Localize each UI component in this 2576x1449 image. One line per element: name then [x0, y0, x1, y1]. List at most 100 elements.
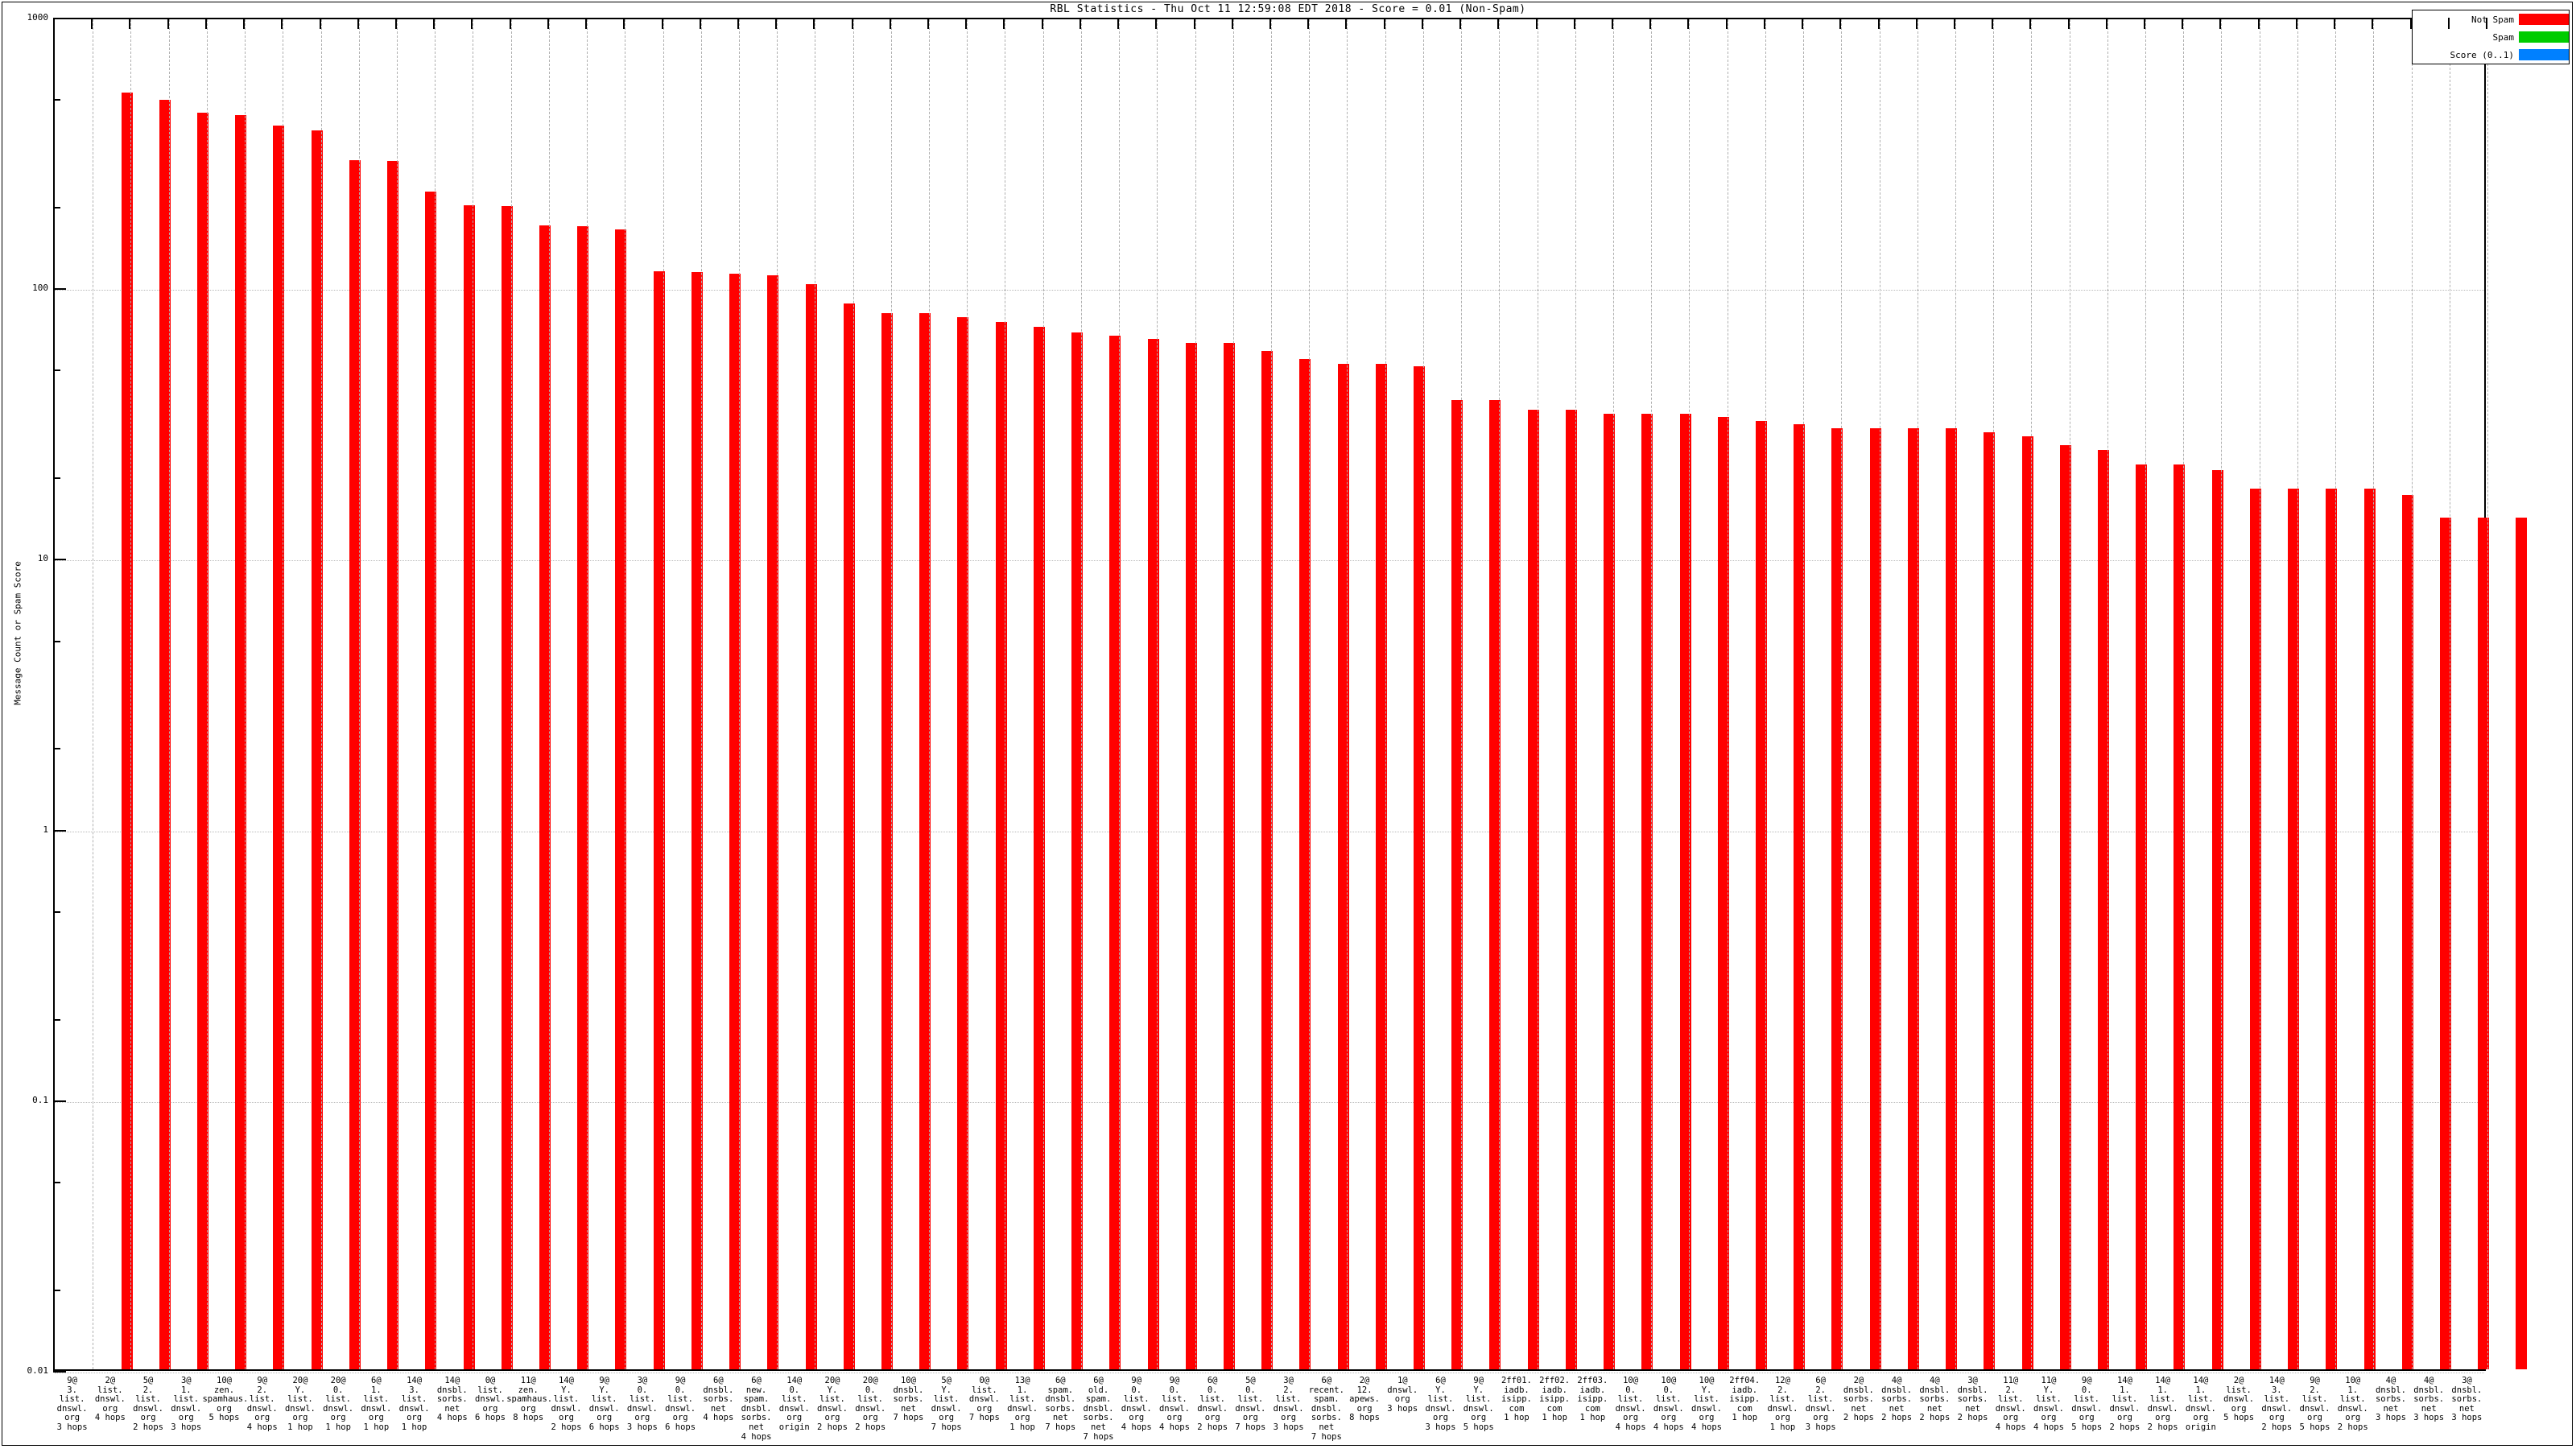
- bar[interactable]: [2363, 488, 2376, 1369]
- bar[interactable]: [273, 126, 285, 1369]
- bar[interactable]: [1489, 400, 1501, 1369]
- bar[interactable]: [1679, 413, 1691, 1369]
- x-gridline: [510, 19, 512, 1369]
- x-gridline: [2487, 19, 2488, 1369]
- bar[interactable]: [2211, 470, 2223, 1369]
- bar[interactable]: [1033, 327, 1045, 1369]
- bar[interactable]: [691, 272, 703, 1369]
- bar[interactable]: [387, 160, 399, 1369]
- bar[interactable]: [2439, 518, 2451, 1369]
- bar[interactable]: [1831, 428, 1843, 1369]
- bar[interactable]: [349, 159, 361, 1369]
- bar[interactable]: [2326, 488, 2338, 1369]
- x-tick-label: 14@ Y. list. dnswl. org 2 hops: [551, 1376, 582, 1432]
- x-tick-label: 11@ Y. list. dnswl. org 4 hops: [2033, 1376, 2064, 1432]
- x-tick-label: 3@ dnsbl. sorbs. net 3 hops: [2451, 1376, 2483, 1423]
- bar[interactable]: [2249, 488, 2261, 1369]
- bar[interactable]: [2059, 444, 2071, 1369]
- bar[interactable]: [729, 273, 741, 1369]
- bar[interactable]: [1451, 400, 1463, 1369]
- bar[interactable]: [2136, 464, 2148, 1369]
- bar[interactable]: [615, 229, 627, 1369]
- x-gridline: [2145, 19, 2147, 1369]
- bar[interactable]: [235, 114, 247, 1369]
- y-tick-label: 0.01: [27, 1365, 49, 1376]
- y-axis: Message Count or Spam Score 1000 100 10 1 0.…: [0, 0, 66, 1449]
- bar[interactable]: [2516, 518, 2528, 1369]
- bar[interactable]: [653, 271, 665, 1369]
- bar[interactable]: [1756, 420, 1768, 1369]
- legend-item-spam[interactable]: Spam: [2413, 28, 2569, 46]
- y-tick-major: [53, 829, 66, 832]
- bar[interactable]: [2021, 436, 2033, 1369]
- bar[interactable]: [919, 312, 931, 1369]
- bar[interactable]: [2097, 449, 2109, 1369]
- legend-item-not-spam[interactable]: Not Spam: [2413, 10, 2569, 28]
- legend: Not Spam Spam Score (0..1): [2412, 10, 2570, 64]
- bar[interactable]: [2174, 464, 2186, 1369]
- y-tick-label: 10: [37, 553, 48, 564]
- bar[interactable]: [577, 226, 589, 1369]
- x-tick-label: 20@ Y. list. dnswl. org 1 hop: [284, 1376, 316, 1432]
- bar[interactable]: [197, 112, 209, 1369]
- x-tick-label: 5@ Y. list. dnswl. org 7 hops: [931, 1376, 962, 1432]
- bar[interactable]: [1869, 428, 1881, 1369]
- bar[interactable]: [1375, 363, 1387, 1369]
- x-tick-label: 10@ Y. list. dnswl. org 4 hops: [1691, 1376, 1722, 1432]
- x-tick-label: 9@ Y. list. dnswl. org 5 hops: [1463, 1376, 1494, 1432]
- bar[interactable]: [1414, 365, 1426, 1369]
- x-gridline: [548, 19, 550, 1369]
- bar[interactable]: [1109, 335, 1121, 1369]
- bar[interactable]: [121, 92, 133, 1369]
- x-tick-label: 2ff04. iadb. isipp. com 1 hop: [1729, 1376, 1761, 1423]
- bar[interactable]: [1984, 431, 1996, 1369]
- bar[interactable]: [1185, 343, 1197, 1369]
- bar[interactable]: [1223, 343, 1235, 1369]
- x-gridline: [1765, 19, 1766, 1369]
- bar[interactable]: [1299, 359, 1311, 1369]
- bar[interactable]: [1071, 332, 1084, 1369]
- bar[interactable]: [805, 284, 817, 1369]
- x-tick-label: 9@ Y. list. dnswl. org 6 hops: [588, 1376, 620, 1432]
- bar[interactable]: [1641, 413, 1653, 1369]
- x-tick: [2144, 18, 2146, 29]
- bar[interactable]: [767, 275, 779, 1369]
- x-tick: [1687, 18, 1690, 29]
- legend-swatch-not-spam: [2519, 14, 2569, 25]
- bar[interactable]: [881, 312, 893, 1369]
- bar[interactable]: [311, 130, 323, 1369]
- bar[interactable]: [1337, 363, 1349, 1369]
- x-tick-label: 20@ Y. list. dnswl. org 2 hops: [817, 1376, 848, 1432]
- bar[interactable]: [1565, 410, 1577, 1369]
- bar[interactable]: [1147, 339, 1159, 1369]
- bar[interactable]: [1717, 417, 1729, 1369]
- bar[interactable]: [1261, 350, 1274, 1369]
- bar[interactable]: [2401, 494, 2413, 1369]
- bar[interactable]: [1907, 428, 1919, 1369]
- bar[interactable]: [2478, 518, 2490, 1369]
- x-gridline: [396, 19, 398, 1369]
- x-gridline: [2335, 19, 2337, 1369]
- bar[interactable]: [995, 322, 1007, 1369]
- bar[interactable]: [501, 206, 513, 1369]
- x-tick-label: 0@ list. dnswl. org 7 hops: [968, 1376, 1000, 1423]
- bar[interactable]: [2288, 488, 2300, 1369]
- legend-label-score: Score (0..1): [2450, 49, 2514, 60]
- bar[interactable]: [1946, 428, 1958, 1369]
- bar[interactable]: [957, 317, 969, 1369]
- x-gridline: [1499, 19, 1501, 1369]
- bar[interactable]: [425, 192, 437, 1369]
- bar[interactable]: [463, 205, 475, 1369]
- bar[interactable]: [539, 225, 551, 1369]
- bar[interactable]: [843, 303, 855, 1369]
- legend-item-score[interactable]: Score (0..1): [2413, 46, 2569, 64]
- x-gridline: [967, 19, 968, 1369]
- bar[interactable]: [1604, 413, 1616, 1369]
- x-gridline: [435, 19, 436, 1369]
- x-tick: [1763, 18, 1765, 29]
- x-tick: [2334, 18, 2336, 29]
- bar[interactable]: [1794, 424, 1806, 1369]
- bar[interactable]: [159, 100, 171, 1369]
- x-tick-label: 14@ 3. list. dnswl. org 2 hops: [2261, 1376, 2293, 1432]
- bar[interactable]: [1527, 410, 1539, 1369]
